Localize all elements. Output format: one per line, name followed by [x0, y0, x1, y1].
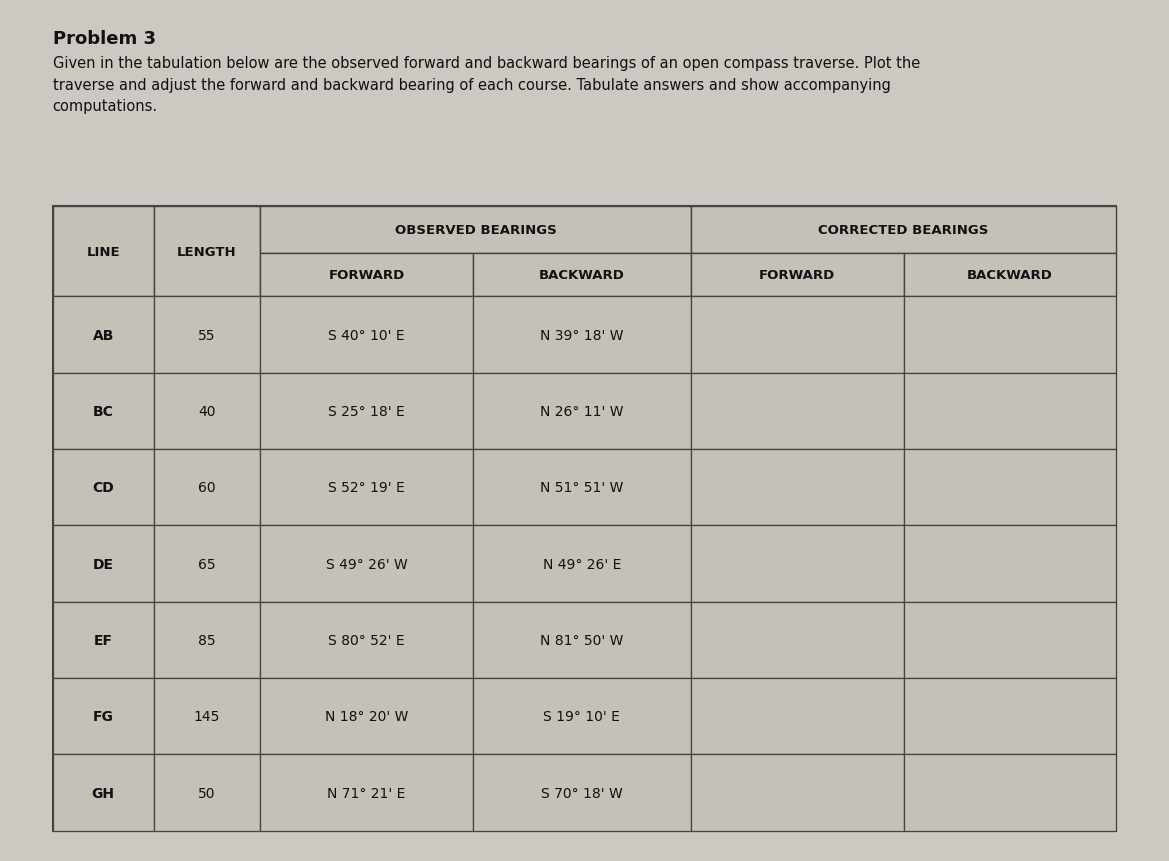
- Text: 60: 60: [198, 480, 215, 495]
- Text: Problem 3: Problem 3: [53, 30, 155, 48]
- Text: CORRECTED BEARINGS: CORRECTED BEARINGS: [818, 224, 989, 237]
- Text: S 19° 10' E: S 19° 10' E: [544, 709, 621, 723]
- Text: S 49° 26' W: S 49° 26' W: [325, 557, 407, 571]
- Text: 65: 65: [198, 557, 215, 571]
- Text: Given in the tabulation below are the observed forward and backward bearings of : Given in the tabulation below are the ob…: [53, 56, 920, 115]
- Text: FORWARD: FORWARD: [328, 269, 404, 282]
- Text: S 25° 18' E: S 25° 18' E: [328, 405, 404, 418]
- Text: S 40° 10' E: S 40° 10' E: [328, 328, 404, 342]
- Text: GH: GH: [91, 786, 115, 800]
- Text: S 70° 18' W: S 70° 18' W: [541, 786, 623, 800]
- Text: BACKWARD: BACKWARD: [539, 269, 624, 282]
- Text: 40: 40: [198, 405, 215, 418]
- Text: S 80° 52' E: S 80° 52' E: [328, 633, 404, 647]
- Text: BACKWARD: BACKWARD: [967, 269, 1053, 282]
- Text: N 49° 26' E: N 49° 26' E: [542, 557, 621, 571]
- Text: OBSERVED BEARINGS: OBSERVED BEARINGS: [395, 224, 556, 237]
- Text: LINE: LINE: [87, 245, 120, 258]
- Text: 85: 85: [198, 633, 215, 647]
- Text: N 39° 18' W: N 39° 18' W: [540, 328, 623, 342]
- Text: N 81° 50' W: N 81° 50' W: [540, 633, 623, 647]
- Text: CD: CD: [92, 480, 115, 495]
- Text: BC: BC: [92, 405, 113, 418]
- Text: FORWARD: FORWARD: [759, 269, 836, 282]
- Text: 55: 55: [198, 328, 215, 342]
- Text: DE: DE: [92, 557, 113, 571]
- Text: AB: AB: [92, 328, 113, 342]
- Text: N 26° 11' W: N 26° 11' W: [540, 405, 623, 418]
- Text: FG: FG: [92, 709, 113, 723]
- Text: N 51° 51' W: N 51° 51' W: [540, 480, 623, 495]
- Text: EF: EF: [94, 633, 112, 647]
- Text: N 18° 20' W: N 18° 20' W: [325, 709, 408, 723]
- Text: S 52° 19' E: S 52° 19' E: [328, 480, 404, 495]
- Text: 145: 145: [194, 709, 220, 723]
- Text: N 71° 21' E: N 71° 21' E: [327, 786, 406, 800]
- Text: 50: 50: [198, 786, 215, 800]
- Text: LENGTH: LENGTH: [177, 245, 236, 258]
